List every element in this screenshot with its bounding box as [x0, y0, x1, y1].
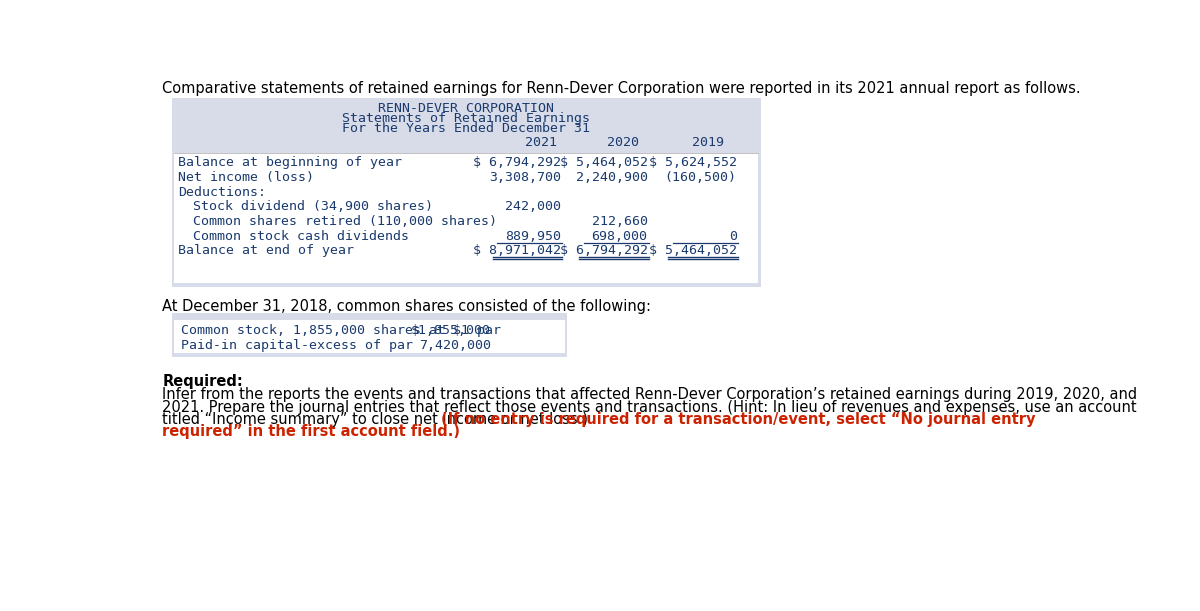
Text: Deductions:: Deductions: [178, 186, 266, 199]
Text: $1,855,000: $1,855,000 [410, 324, 491, 337]
Text: 2019: 2019 [692, 136, 724, 150]
Text: At December 31, 2018, common shares consisted of the following:: At December 31, 2018, common shares cons… [162, 299, 652, 314]
Text: RENN-DEVER CORPORATION: RENN-DEVER CORPORATION [378, 102, 554, 115]
Text: Balance at end of year: Balance at end of year [178, 244, 354, 257]
Text: 698,000: 698,000 [592, 230, 648, 243]
Text: $ 5,464,052: $ 5,464,052 [559, 156, 648, 169]
Text: 0: 0 [728, 230, 737, 243]
Text: For the Years Ended December 31: For the Years Ended December 31 [342, 122, 590, 135]
Text: $ 6,794,292: $ 6,794,292 [473, 156, 560, 169]
Text: Statements of Retained Earnings: Statements of Retained Earnings [342, 112, 590, 125]
Text: required” in the first account field.): required” in the first account field.) [162, 425, 461, 439]
Bar [172, 283, 761, 287]
Text: $ 5,464,052: $ 5,464,052 [649, 244, 737, 257]
Text: 2021. Prepare the journal entries that reflect those events and transactions. (H: 2021. Prepare the journal entries that r… [162, 400, 1138, 415]
Text: Paid-in capital-excess of par: Paid-in capital-excess of par [181, 339, 413, 352]
Text: $ 8,971,042: $ 8,971,042 [473, 244, 560, 257]
Text: (If no entry is required for a transaction/event, select “No journal entry: (If no entry is required for a transacti… [440, 412, 1036, 427]
Text: 7,420,000: 7,420,000 [419, 339, 491, 352]
Bar [172, 98, 761, 287]
Text: Common stock, 1,855,000 shares at $1 par: Common stock, 1,855,000 shares at $1 par [181, 324, 502, 337]
Text: 3,308,700: 3,308,700 [488, 171, 560, 184]
Text: 2021: 2021 [526, 136, 557, 150]
Bar [172, 354, 566, 357]
Text: titled “Income summary” to close net income or net loss.): titled “Income summary” to close net inc… [162, 412, 593, 427]
Text: 242,000: 242,000 [505, 200, 560, 213]
Text: Required:: Required: [162, 375, 244, 389]
Text: $ 5,624,552: $ 5,624,552 [649, 156, 737, 169]
Text: (160,500): (160,500) [665, 171, 737, 184]
Text: Comparative statements of retained earnings for Renn-Dever Corporation were repo: Comparative statements of retained earni… [162, 81, 1081, 96]
Text: Balance at beginning of year: Balance at beginning of year [178, 156, 402, 169]
Bar [174, 153, 758, 284]
Bar [172, 313, 566, 357]
Bar [174, 321, 565, 353]
Text: 212,660: 212,660 [592, 215, 648, 228]
Text: 2,240,900: 2,240,900 [576, 171, 648, 184]
Text: 889,950: 889,950 [505, 230, 560, 243]
Text: Stock dividend (34,900 shares): Stock dividend (34,900 shares) [193, 200, 433, 213]
Text: Common shares retired (110,000 shares): Common shares retired (110,000 shares) [193, 215, 498, 228]
Text: Infer from the reports the events and transactions that affected Renn-Dever Corp: Infer from the reports the events and tr… [162, 387, 1138, 403]
Text: 2020: 2020 [607, 136, 638, 150]
Text: Common stock cash dividends: Common stock cash dividends [193, 230, 409, 243]
Text: Net income (loss): Net income (loss) [178, 171, 314, 184]
Text: $ 6,794,292: $ 6,794,292 [559, 244, 648, 257]
